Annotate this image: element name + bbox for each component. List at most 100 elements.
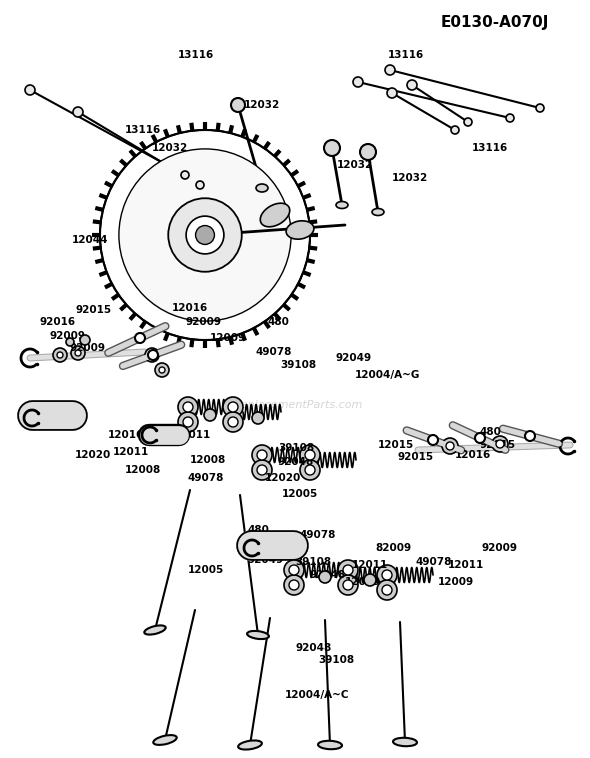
Circle shape	[178, 397, 198, 417]
Text: 12005: 12005	[282, 489, 318, 499]
Text: 49078: 49078	[255, 347, 291, 357]
Circle shape	[364, 574, 376, 586]
Text: 12005: 12005	[188, 565, 224, 575]
Text: 480: 480	[25, 410, 47, 420]
Circle shape	[155, 363, 169, 377]
Circle shape	[407, 80, 417, 90]
Circle shape	[75, 350, 81, 356]
Circle shape	[464, 118, 472, 126]
Text: 92048: 92048	[310, 570, 346, 580]
Circle shape	[100, 130, 310, 340]
Ellipse shape	[336, 202, 348, 208]
Text: 92009: 92009	[50, 331, 86, 341]
Circle shape	[289, 565, 299, 575]
Circle shape	[135, 333, 145, 343]
Circle shape	[71, 346, 85, 360]
Text: 12032: 12032	[337, 160, 373, 170]
Circle shape	[300, 460, 320, 480]
Circle shape	[492, 436, 508, 452]
Circle shape	[377, 580, 397, 600]
Circle shape	[338, 560, 358, 580]
Text: 480: 480	[480, 427, 502, 437]
Text: 92009: 92009	[185, 317, 221, 327]
Text: 49078: 49078	[188, 473, 224, 483]
Circle shape	[57, 352, 63, 358]
Circle shape	[387, 88, 397, 98]
Circle shape	[181, 171, 189, 179]
Circle shape	[382, 570, 392, 580]
Text: 12008: 12008	[125, 465, 161, 475]
Text: 12011: 12011	[175, 430, 211, 440]
Circle shape	[148, 350, 158, 360]
Circle shape	[338, 575, 358, 595]
Circle shape	[145, 348, 159, 362]
Text: 12004/A~C: 12004/A~C	[285, 690, 349, 700]
Circle shape	[506, 114, 514, 122]
Text: 92049: 92049	[335, 353, 371, 363]
Text: 92016: 92016	[40, 317, 76, 327]
Text: 39108: 39108	[295, 557, 331, 567]
Text: 13116: 13116	[125, 125, 161, 135]
Circle shape	[319, 571, 331, 583]
Text: 12044: 12044	[72, 235, 109, 245]
Text: 12011: 12011	[113, 447, 149, 457]
Ellipse shape	[286, 221, 314, 240]
Circle shape	[525, 431, 535, 441]
Ellipse shape	[238, 741, 262, 750]
Circle shape	[159, 367, 165, 373]
Text: 12011: 12011	[352, 560, 388, 570]
Circle shape	[496, 440, 504, 448]
Text: 13116: 13116	[472, 143, 508, 153]
Circle shape	[149, 352, 155, 358]
Circle shape	[183, 402, 193, 412]
Circle shape	[204, 409, 216, 421]
Circle shape	[353, 77, 363, 87]
Circle shape	[228, 402, 238, 412]
Text: 12020: 12020	[265, 473, 301, 483]
Circle shape	[446, 442, 454, 450]
Text: 38108: 38108	[248, 540, 284, 550]
Circle shape	[257, 465, 267, 475]
Circle shape	[231, 98, 245, 112]
Circle shape	[196, 181, 204, 189]
Circle shape	[101, 131, 309, 339]
Circle shape	[343, 565, 353, 575]
Circle shape	[252, 460, 272, 480]
Circle shape	[186, 216, 224, 254]
Ellipse shape	[372, 208, 384, 215]
Circle shape	[377, 565, 397, 585]
Ellipse shape	[256, 184, 268, 192]
Circle shape	[382, 585, 392, 595]
Circle shape	[252, 445, 272, 465]
Text: 12020: 12020	[75, 450, 112, 460]
Text: 82009: 82009	[375, 543, 411, 553]
Circle shape	[183, 417, 193, 427]
Ellipse shape	[260, 203, 290, 227]
Text: 92049: 92049	[248, 555, 284, 565]
Circle shape	[53, 348, 67, 362]
Text: 49078: 49078	[415, 557, 451, 567]
Text: 49078: 49078	[300, 530, 336, 540]
Text: 12009: 12009	[210, 333, 246, 343]
Text: 13116: 13116	[388, 50, 424, 60]
Text: E0130-A070J: E0130-A070J	[441, 14, 549, 30]
Ellipse shape	[145, 625, 166, 634]
Circle shape	[451, 126, 459, 134]
Circle shape	[257, 450, 267, 460]
Text: 92009: 92009	[482, 543, 518, 553]
Ellipse shape	[318, 741, 342, 749]
Circle shape	[284, 560, 304, 580]
Circle shape	[223, 412, 243, 432]
Circle shape	[252, 412, 264, 424]
Text: 12015: 12015	[378, 440, 414, 450]
Text: 480: 480	[248, 525, 270, 535]
Text: 12004/A~G: 12004/A~G	[355, 370, 420, 380]
Circle shape	[284, 575, 304, 595]
Text: 12032: 12032	[392, 173, 428, 183]
Text: 92015: 92015	[398, 452, 434, 462]
Circle shape	[119, 149, 291, 321]
Circle shape	[228, 417, 238, 427]
Circle shape	[80, 335, 90, 345]
Text: 39108: 39108	[278, 443, 314, 453]
Text: 12016: 12016	[172, 303, 208, 313]
